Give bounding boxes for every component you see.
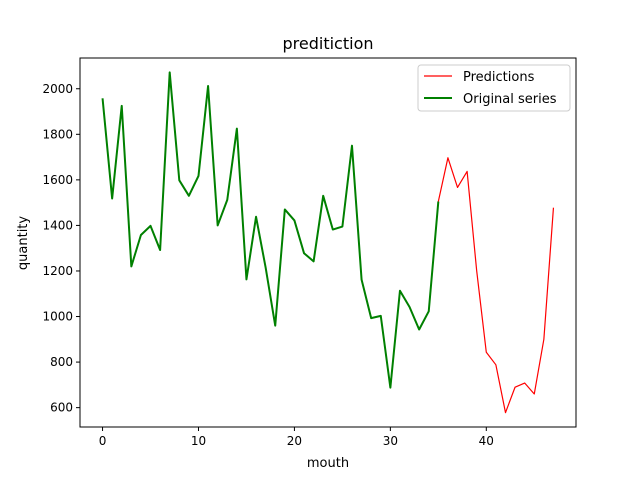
y-tick-label: 1400 — [42, 218, 73, 232]
y-tick-label: 600 — [50, 401, 73, 415]
y-tick-label: 1000 — [42, 310, 73, 324]
x-tick-label: 0 — [99, 434, 107, 448]
x-tick-label: 10 — [191, 434, 206, 448]
y-axis-ticks: 600 800 1000 1200 1400 1600 1800 2000 — [42, 82, 80, 415]
y-tick-label: 1800 — [42, 127, 73, 141]
legend-label-original-series: Original series — [463, 92, 557, 107]
y-tick-label: 1200 — [42, 264, 73, 278]
y-axis-label: quantity — [16, 216, 31, 271]
legend-label-predictions: Predictions — [463, 70, 535, 85]
series-line-predictions — [437, 157, 555, 414]
x-tick-label: 40 — [479, 434, 494, 448]
x-tick-label: 20 — [287, 434, 302, 448]
x-tick-label: 30 — [383, 434, 398, 448]
series-line-original-series — [101, 71, 440, 389]
legend: Predictions Original series — [417, 64, 571, 112]
y-tick-label: 2000 — [42, 82, 73, 96]
chart-title: preditiction — [283, 34, 374, 53]
plot-frame — [79, 57, 577, 428]
y-tick-label: 800 — [50, 355, 73, 369]
legend-box — [417, 64, 571, 112]
x-axis-label: mouth — [307, 456, 349, 471]
plot-lines — [101, 71, 555, 414]
y-tick-label: 1600 — [42, 173, 73, 187]
x-axis-ticks: 0 10 20 30 40 — [99, 427, 494, 448]
